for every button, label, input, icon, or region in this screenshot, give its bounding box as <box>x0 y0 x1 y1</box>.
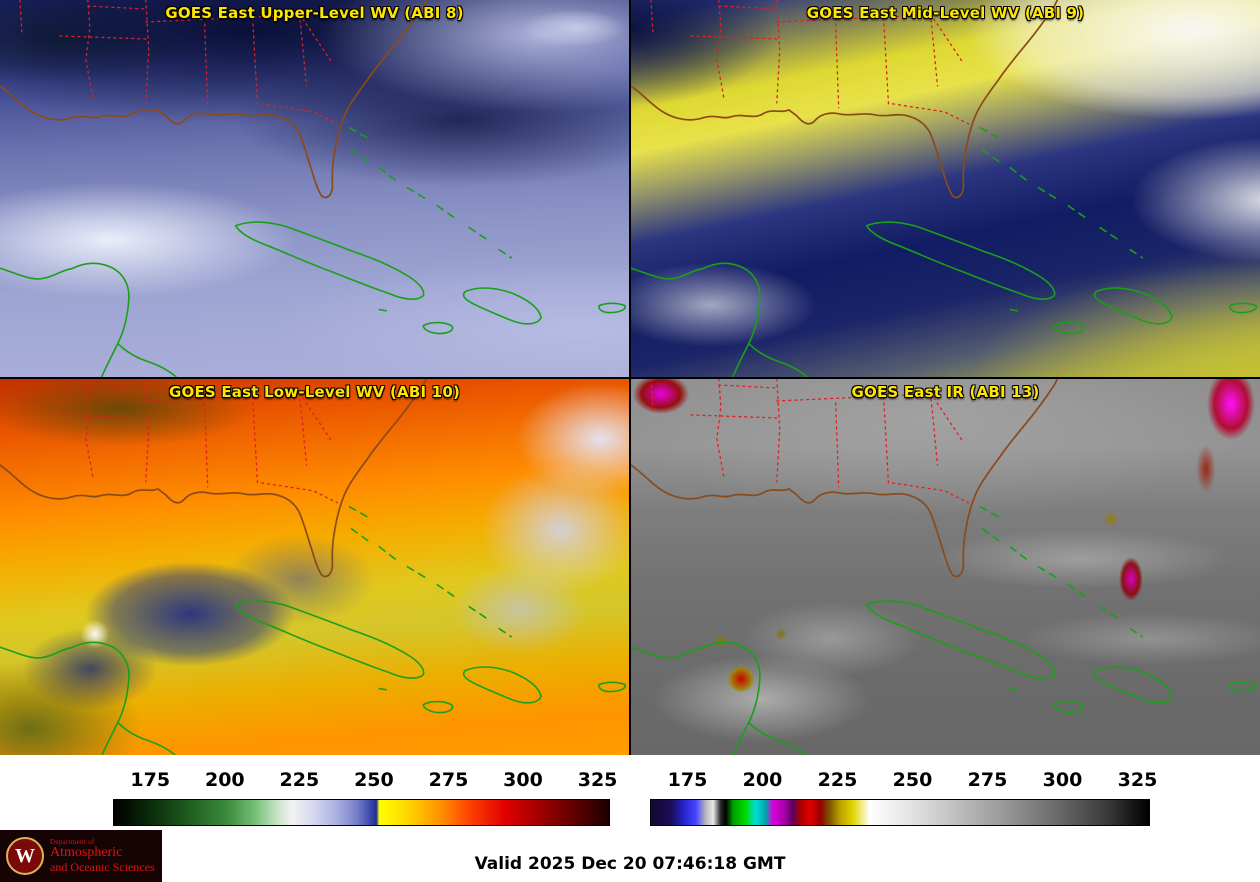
footer: W Department of Atmospheric and Oceanic … <box>0 830 1260 882</box>
tick-label: 275 <box>967 769 1008 791</box>
tick-label: 225 <box>817 769 858 791</box>
wv-colorbar-group: 175 200 225 250 275 300 325 <box>0 755 630 830</box>
basemap-overlay <box>631 378 1258 755</box>
tick-label: 300 <box>503 769 543 791</box>
wv-colorbar-ticks: 175 200 225 250 275 300 325 <box>113 767 617 791</box>
panel-ir: GOES East IR (ABI 13) <box>631 378 1260 755</box>
tick-label: 200 <box>204 769 245 791</box>
uw-crest-icon: W <box>6 837 44 875</box>
panel-mid-level-wv: GOES East Mid-Level WV (ABI 9) <box>631 0 1260 377</box>
tick-label: 325 <box>577 769 618 791</box>
tick-label: 325 <box>1117 769 1158 791</box>
panel-upper-level-wv: GOES East Upper-Level WV (ABI 8) <box>0 0 629 377</box>
basemap-overlay <box>631 0 1258 377</box>
panel-title: GOES East IR (ABI 13) <box>851 382 1040 401</box>
tick-label: 225 <box>279 769 320 791</box>
satellite-quad-grid: GOES East Upper-Level WV (ABI 8) GOES Ea… <box>0 0 1260 755</box>
tick-label: 200 <box>742 769 783 791</box>
logo-text: Department of Atmospheric and Oceanic Sc… <box>50 837 155 874</box>
colorbar-section: 175 200 225 250 275 300 325 175 200 225 … <box>0 755 1260 830</box>
ir-colorbar-ticks: 175 200 225 250 275 300 325 <box>650 767 1158 791</box>
logo-dept-line: Department of <box>50 837 95 846</box>
crest-monogram: W <box>15 844 35 867</box>
panel-title: GOES East Upper-Level WV (ABI 8) <box>165 4 464 22</box>
logo-line-1: Atmospheric <box>50 845 123 861</box>
tick-label: 175 <box>130 769 171 791</box>
logo-line-2: and Oceanic Sciences <box>50 859 155 874</box>
tick-label: 300 <box>1042 769 1083 791</box>
basemap-overlay <box>0 378 627 755</box>
valid-time-label: Valid 2025 Dec 20 07:46:18 GMT <box>474 854 786 874</box>
panel-low-level-wv: GOES East Low-Level WV (ABI 10) <box>0 378 629 755</box>
tick-label: 250 <box>354 769 394 791</box>
basemap-overlay <box>0 0 627 377</box>
panel-title: GOES East Mid-Level WV (ABI 9) <box>806 4 1085 22</box>
wv-colorbar <box>113 799 610 826</box>
panel-title: GOES East Low-Level WV (ABI 10) <box>168 382 461 401</box>
ir-colorbar <box>650 799 1150 826</box>
tick-label: 175 <box>667 769 708 791</box>
tick-label: 250 <box>892 769 933 791</box>
ir-colorbar-group: 175 200 225 250 275 300 325 <box>630 755 1260 830</box>
tick-label: 275 <box>428 769 469 791</box>
aos-department-logo: W Department of Atmospheric and Oceanic … <box>0 830 162 882</box>
